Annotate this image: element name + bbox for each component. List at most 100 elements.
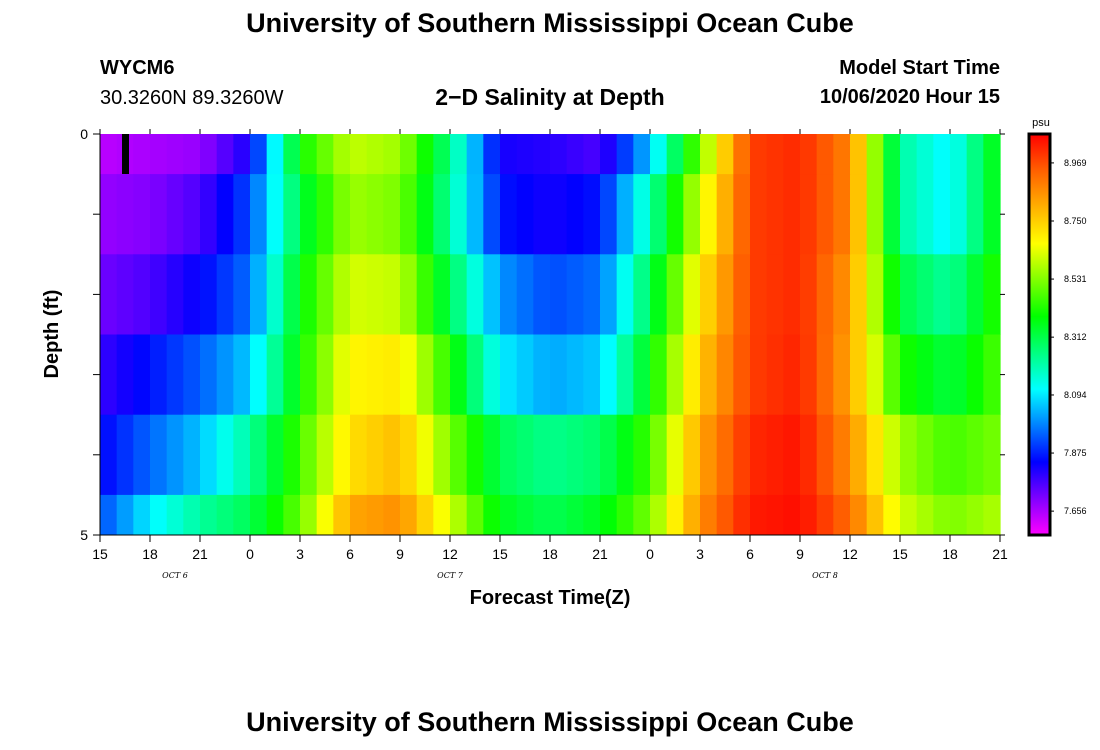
heatmap-cell bbox=[333, 174, 351, 255]
heatmap-cell bbox=[783, 134, 801, 175]
heatmap-cell bbox=[683, 334, 701, 416]
colorbar-tick-label: 8.750 bbox=[1064, 216, 1087, 226]
heatmap-cell bbox=[950, 254, 968, 335]
heatmap-cell bbox=[500, 334, 518, 416]
y-tick-label: 5 bbox=[80, 527, 88, 543]
heatmap-cell bbox=[550, 174, 568, 255]
x-tick-label: 3 bbox=[696, 546, 704, 562]
heatmap-cell bbox=[516, 494, 534, 536]
footer-title: University of Southern Mississippi Ocean… bbox=[246, 707, 854, 737]
heatmap-cell bbox=[116, 414, 134, 496]
heatmap-cell bbox=[266, 334, 284, 416]
heatmap-cell bbox=[716, 254, 734, 335]
heatmap-cell bbox=[283, 174, 301, 255]
heatmap-cell bbox=[816, 334, 834, 416]
x-tick-label: 12 bbox=[842, 546, 858, 562]
heatmap-cell bbox=[183, 334, 201, 416]
x-tick-label: 0 bbox=[646, 546, 654, 562]
heatmap-cell bbox=[433, 174, 451, 255]
heatmap-cell bbox=[816, 414, 834, 496]
colorbar-tick-label: 7.656 bbox=[1064, 506, 1087, 516]
heatmap-cell bbox=[950, 334, 968, 416]
model-start-value: 10/06/2020 Hour 15 bbox=[819, 86, 1000, 108]
heatmap-cell bbox=[683, 414, 701, 496]
heatmap-cell bbox=[433, 334, 451, 416]
heatmap-cell bbox=[350, 174, 368, 255]
heatmap-cell bbox=[633, 494, 651, 536]
heatmap-cell bbox=[450, 494, 468, 536]
heatmap-cell bbox=[533, 494, 551, 536]
heatmap-cell bbox=[766, 414, 784, 496]
heatmap-cell bbox=[400, 414, 418, 496]
heatmap-cell bbox=[433, 134, 451, 175]
x-tick-label: 0 bbox=[246, 546, 254, 562]
heatmap-cell bbox=[183, 254, 201, 335]
heatmap-cell bbox=[983, 334, 1001, 416]
heatmap-row bbox=[100, 134, 1001, 175]
heatmap-cell bbox=[633, 334, 651, 416]
heatmap-cell bbox=[183, 414, 201, 496]
heatmap-cell bbox=[683, 174, 701, 255]
x-tick-label: 15 bbox=[892, 546, 908, 562]
heatmap-cell bbox=[700, 134, 718, 175]
heatmap-cell bbox=[933, 494, 951, 536]
heatmap-cell bbox=[933, 134, 951, 175]
heatmap-cell bbox=[966, 414, 984, 496]
heatmap-cell bbox=[566, 134, 584, 175]
heatmap-cell bbox=[216, 254, 234, 335]
heatmap-cell bbox=[883, 254, 901, 335]
heatmap-cell bbox=[750, 254, 768, 335]
heatmap-cell bbox=[750, 414, 768, 496]
heatmap-cell bbox=[950, 134, 968, 175]
heatmap-cell bbox=[400, 134, 418, 175]
heatmap-cell bbox=[816, 254, 834, 335]
heatmap-cell bbox=[983, 134, 1001, 175]
heatmap-cell bbox=[416, 494, 434, 536]
heatmap-cell bbox=[383, 414, 401, 496]
heatmap-cell bbox=[233, 134, 251, 175]
heatmap-cell bbox=[166, 414, 184, 496]
current-time-marker-layer bbox=[122, 134, 129, 174]
heatmap-cell bbox=[650, 254, 668, 335]
heatmap-cell bbox=[816, 134, 834, 175]
heatmap-cell bbox=[100, 334, 118, 416]
x-tick-label: 9 bbox=[396, 546, 404, 562]
heatmap-cell bbox=[700, 494, 718, 536]
station-coordinates: 30.3260N 89.3260W bbox=[100, 87, 284, 109]
heatmap-cell bbox=[700, 414, 718, 496]
heatmap-cell bbox=[466, 494, 484, 536]
heatmap-cell bbox=[416, 254, 434, 335]
heatmap-cell bbox=[383, 254, 401, 335]
heatmap-cell bbox=[916, 254, 934, 335]
heatmap-cell bbox=[216, 334, 234, 416]
heatmap-cell bbox=[483, 414, 501, 496]
heatmap-cell bbox=[966, 334, 984, 416]
heatmap-cell bbox=[783, 494, 801, 536]
heatmap-cell bbox=[733, 134, 751, 175]
heatmap-cell bbox=[633, 254, 651, 335]
heatmap-cell bbox=[200, 494, 218, 536]
heatmap-cell bbox=[516, 334, 534, 416]
heatmap-cell bbox=[350, 414, 368, 496]
heatmap-cell bbox=[300, 414, 318, 496]
heatmap-cell bbox=[966, 134, 984, 175]
heatmap-cell bbox=[816, 494, 834, 536]
heatmap-cell bbox=[516, 174, 534, 255]
heatmap-cell bbox=[100, 254, 118, 335]
heatmap-cell bbox=[233, 494, 251, 536]
heatmap-cell bbox=[500, 174, 518, 255]
date-label: OCT 8 bbox=[812, 571, 838, 580]
heatmap-cell bbox=[750, 134, 768, 175]
heatmap-cell bbox=[316, 334, 334, 416]
heatmap-cell bbox=[183, 494, 201, 536]
heatmap-cell bbox=[950, 494, 968, 536]
colorbar-tick-label: 8.531 bbox=[1064, 274, 1087, 284]
heatmap-cell bbox=[166, 334, 184, 416]
heatmap-cell bbox=[483, 134, 501, 175]
heatmap-cell bbox=[600, 334, 618, 416]
heatmap-cell bbox=[350, 334, 368, 416]
station-id: WYCM6 bbox=[100, 57, 175, 79]
heatmap-cell bbox=[283, 494, 301, 536]
heatmap-cell bbox=[933, 334, 951, 416]
heatmap-cell bbox=[366, 494, 384, 536]
